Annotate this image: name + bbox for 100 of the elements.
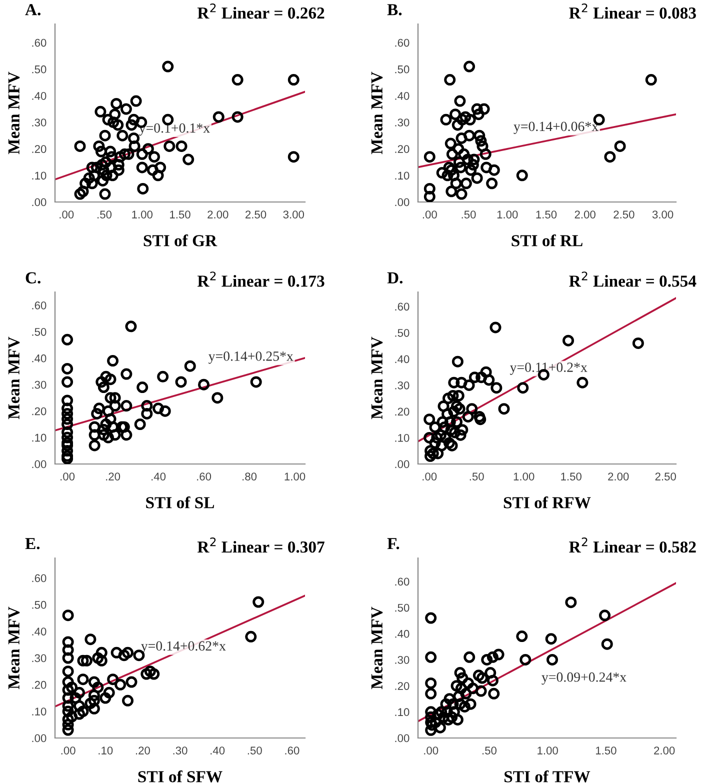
y-tick-label: .20: [395, 408, 410, 416]
x-tick-label: .00: [60, 472, 75, 480]
y-tick-label: .50: [32, 328, 46, 336]
x-tick-label: 2.00: [208, 210, 228, 218]
y-tick-label: .00: [32, 198, 46, 206]
x-tick-label: .40: [152, 472, 166, 480]
x-tick-label: 1.50: [561, 472, 582, 480]
text: R$^{2}$ Linear = 0.083: [569, 4, 696, 19]
y-tick-label: .00: [32, 460, 46, 468]
x-axis-title: STI of RL: [512, 234, 582, 246]
y-axis-title: Mean MFV: [8, 72, 20, 154]
y-tick-label: .40: [32, 92, 46, 100]
y-tick-label: .00: [395, 734, 410, 742]
x-tick-label: 3.00: [283, 210, 304, 218]
y-tick-label: .10: [32, 434, 46, 442]
y-tick-label: .60: [395, 578, 410, 586]
annotation: y=0.1+0.1*x: [139, 123, 210, 136]
y-tick-label: .40: [395, 92, 410, 100]
x-tick-label: 1.50: [170, 210, 190, 218]
x-tick-label: .20: [136, 746, 150, 754]
text: R$^{2}$ Linear = 0.554: [569, 272, 696, 287]
y-tick-label: .50: [395, 65, 410, 74]
x-tick-label: .10: [98, 746, 113, 754]
y-tick-label: .50: [395, 604, 410, 612]
y-tick-label: .00: [395, 198, 410, 206]
x-tick-label: 2.00: [608, 472, 629, 480]
x-tick-label: .00: [60, 210, 74, 218]
y-tick-label: .20: [32, 407, 46, 416]
x-tick-label: .00: [424, 746, 438, 754]
text: R$^{2}$ Linear = 0.582: [569, 537, 696, 553]
y-tick-label: .20: [32, 680, 46, 689]
x-tick-label: .20: [106, 472, 120, 480]
y-tick-label: .50: [32, 65, 46, 74]
x-axis-title: STI of TFW: [504, 770, 590, 782]
chart-title: D.: [387, 272, 403, 284]
y-tick-label: .10: [395, 172, 410, 180]
x-tick-label: .60: [197, 472, 212, 480]
y-tick-label: .30: [32, 654, 46, 662]
y-tick-label: .40: [395, 355, 410, 364]
y-tick-label: .10: [32, 708, 46, 716]
x-tick-label: 1.50: [536, 210, 557, 218]
y-tick-label: .20: [395, 682, 410, 690]
y-tick-label: .00: [32, 734, 46, 742]
y-tick-label: .30: [32, 118, 46, 126]
x-axis-title: STI of RFW: [504, 496, 591, 508]
x-tick-label: 1.00: [132, 210, 152, 218]
x-tick-label: 2.00: [574, 210, 596, 218]
x-tick-label: 3.00: [652, 210, 674, 218]
annotation: y=0.14+0.62*x: [141, 641, 226, 654]
y-axis-title: Mean MFV: [371, 72, 383, 154]
x-tick-label: .00: [422, 210, 437, 218]
x-tick-label: .50: [248, 746, 262, 754]
y-axis-title: Mean MFV: [371, 606, 383, 690]
x-tick-label: .50: [462, 210, 476, 218]
x-tick-label: .40: [210, 746, 225, 754]
x-tick-label: 2.50: [614, 210, 634, 218]
y-tick-label: .50: [395, 328, 410, 337]
x-tick-label: .80: [242, 472, 257, 480]
y-tick-label: .30: [32, 380, 46, 389]
x-tick-label: .00: [422, 472, 437, 480]
y-tick-label: .30: [395, 381, 410, 390]
chart-title: F.: [387, 538, 400, 550]
y-tick-label: .10: [395, 708, 410, 716]
chart-title: A.: [25, 4, 40, 16]
x-tick-label: .60: [285, 746, 300, 754]
x-tick-label: 1.00: [497, 210, 518, 218]
y-tick-label: .60: [395, 38, 410, 47]
x-tick-label: .50: [482, 746, 496, 754]
x-tick-label: 1.00: [538, 746, 558, 754]
chart-title: B.: [387, 4, 402, 16]
x-tick-label: 1.00: [514, 472, 534, 480]
chart-title: C.: [26, 272, 40, 284]
chart-title: E.: [25, 538, 40, 550]
y-tick-label: .40: [395, 630, 410, 638]
text: R$^{2}$ Linear = 0.262: [197, 4, 324, 19]
x-axis-title: STI of SFW: [138, 770, 222, 782]
annotation: y=0.14+0.06*x: [514, 122, 598, 134]
y-tick-label: .10: [395, 434, 410, 442]
x-tick-label: 2.50: [246, 210, 266, 218]
x-tick-label: .00: [61, 746, 76, 754]
y-tick-label: .60: [32, 302, 46, 310]
y-tick-label: .40: [32, 628, 46, 636]
annotation: y=0.11+0.2*x: [510, 362, 588, 375]
y-tick-label: .60: [32, 574, 46, 582]
text: R$^{2}$ Linear = 0.307: [197, 537, 324, 553]
y-tick-label: .30: [395, 656, 410, 664]
x-axis-title: STI of GR: [144, 234, 218, 246]
y-tick-label: .10: [32, 172, 46, 180]
y-tick-label: .60: [395, 302, 410, 311]
x-tick-label: 2.00: [654, 746, 675, 754]
x-tick-label: 1.00: [284, 472, 306, 480]
y-tick-label: .50: [32, 600, 46, 609]
y-tick-label: .30: [395, 118, 410, 126]
x-axis-title: STI of SL: [146, 496, 214, 508]
text: R$^{2}$ Linear = 0.173: [197, 272, 324, 287]
y-tick-label: .40: [32, 354, 46, 362]
y-tick-label: .00: [395, 460, 410, 468]
x-tick-label: 1.50: [596, 746, 616, 754]
y-tick-label: .60: [32, 38, 46, 47]
x-tick-label: .30: [173, 746, 188, 754]
